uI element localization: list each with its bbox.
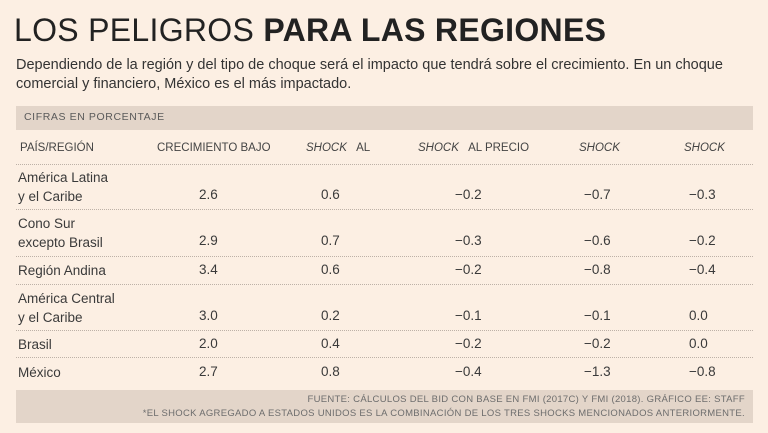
- title-bold: PARA LAS REGIONES: [263, 12, 607, 48]
- header-shock-4-italic: SHOCK: [579, 142, 620, 154]
- row-label: Cono Sur excepto Brasil: [18, 214, 103, 252]
- row-label-line1: América Central: [18, 291, 115, 306]
- value-shock-2: 0.4: [321, 336, 340, 351]
- header-shock-5-italic: SHOCK: [684, 142, 725, 154]
- value-growth: 2.0: [199, 336, 218, 351]
- row-label: América Central y el Caribe: [18, 289, 115, 327]
- value-shock-5: −0.4: [689, 262, 716, 277]
- value-shock-5: −0.2: [689, 233, 716, 248]
- row-label: México: [18, 363, 61, 382]
- value-shock-4: −1.3: [584, 364, 611, 379]
- row-label-line2: y el Caribe: [18, 189, 83, 204]
- row-divider: [16, 256, 753, 257]
- value-shock-3: −0.3: [455, 233, 482, 248]
- value-growth: 3.0: [199, 308, 218, 323]
- row-label-line1: Región Andina: [18, 263, 106, 278]
- footnote: *EL SHOCK AGREGADO A ESTADOS UNIDOS ES L…: [142, 408, 745, 419]
- value-growth: 2.6: [199, 187, 218, 202]
- value-shock-5: −0.8: [689, 364, 716, 379]
- source-credit: FUENTE: CÁLCULOS DEL BID CON BASE EN FMI…: [307, 394, 745, 405]
- value-shock-4: −0.2: [584, 336, 611, 351]
- value-growth: 2.7: [199, 364, 218, 379]
- title-light: LOS PELIGROS: [14, 12, 255, 48]
- page-title: LOS PELIGROS PARA LAS REGIONES: [14, 10, 606, 50]
- value-shock-4: −0.6: [584, 233, 611, 248]
- header-shock-3: SHOCK AL PRECIO: [418, 142, 529, 154]
- header-shock-2-rest: AL: [356, 142, 371, 154]
- units-label: CIFRAS EN PORCENTAJE: [24, 111, 165, 123]
- header-shock-3-rest: AL PRECIO: [468, 142, 530, 154]
- value-shock-2: 0.8: [321, 364, 340, 379]
- value-shock-5: −0.3: [689, 187, 716, 202]
- header-shock-3-italic: SHOCK: [418, 142, 459, 154]
- value-shock-2: 0.7: [321, 233, 340, 248]
- value-shock-3: −0.4: [455, 364, 482, 379]
- row-label-line1: Brasil: [18, 337, 52, 352]
- value-shock-3: −0.1: [455, 308, 482, 323]
- value-shock-2: 0.2: [321, 308, 340, 323]
- header-growth: CRECIMIENTO BAJO: [157, 142, 271, 154]
- value-shock-4: −0.7: [584, 187, 611, 202]
- header-shock-5: SHOCK: [684, 142, 725, 154]
- header-shock-2-italic: SHOCK: [306, 142, 347, 154]
- row-divider: [16, 209, 753, 210]
- header-rule: [16, 164, 753, 165]
- value-shock-5: 0.0: [689, 336, 708, 351]
- units-band: CIFRAS EN PORCENTAJE: [16, 106, 753, 130]
- value-shock-3: −0.2: [455, 187, 482, 202]
- subtitle: Dependiendo de la región y del tipo de c…: [16, 57, 723, 92]
- header-region: PAÍS/REGIÓN: [20, 142, 94, 154]
- value-shock-4: −0.8: [584, 262, 611, 277]
- value-growth: 2.9: [199, 233, 218, 248]
- value-shock-2: 0.6: [321, 262, 340, 277]
- value-growth: 3.4: [199, 262, 218, 277]
- value-shock-3: −0.2: [455, 336, 482, 351]
- row-label: Brasil: [18, 335, 52, 354]
- row-divider: [16, 330, 753, 331]
- row-label-line1: América Latina: [18, 170, 109, 185]
- row-label: Región Andina: [18, 261, 106, 280]
- header-shock-4: SHOCK: [579, 142, 620, 154]
- row-label-line1: Cono Sur: [18, 216, 76, 231]
- row-divider: [16, 357, 753, 358]
- row-divider: [16, 284, 753, 285]
- value-shock-4: −0.1: [584, 308, 611, 323]
- value-shock-5: 0.0: [689, 308, 708, 323]
- row-label-line2: y el Caribe: [18, 310, 83, 325]
- row-label-line1: México: [18, 365, 61, 380]
- value-shock-3: −0.2: [455, 262, 482, 277]
- row-label-line2: excepto Brasil: [18, 235, 103, 250]
- header-shock-2: SHOCK AL: [306, 142, 370, 154]
- source-band: FUENTE: CÁLCULOS DEL BID CON BASE EN FMI…: [16, 390, 753, 423]
- value-shock-2: 0.6: [321, 187, 340, 202]
- row-label: América Latina y el Caribe: [18, 168, 108, 206]
